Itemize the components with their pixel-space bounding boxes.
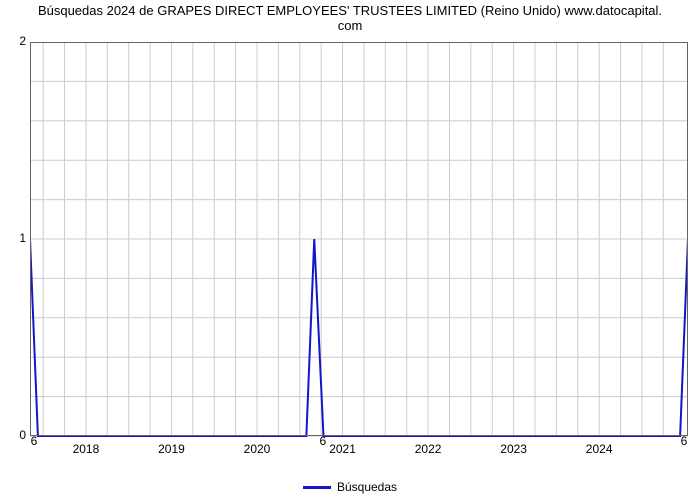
title-line-2: com xyxy=(0,19,700,34)
x-tick-label: 2022 xyxy=(415,442,442,456)
chart-title: Búsquedas 2024 de GRAPES DIRECT EMPLOYEE… xyxy=(0,4,700,34)
legend-label: Búsquedas xyxy=(337,480,397,494)
x-tick-label: 2019 xyxy=(158,442,185,456)
chart-svg xyxy=(30,42,688,452)
y-tick-label: 2 xyxy=(2,34,26,48)
x-tick-label: 2018 xyxy=(73,442,100,456)
plot-area: 0122018201920202021202220232024666 xyxy=(30,42,688,452)
legend-swatch xyxy=(303,486,331,489)
x-tick-label: 2021 xyxy=(329,442,356,456)
x-tick-label: 2023 xyxy=(500,442,527,456)
y-tick-label: 0 xyxy=(2,428,26,442)
baseline-marker: 6 xyxy=(681,434,688,448)
x-tick-label: 2020 xyxy=(244,442,271,456)
legend: Búsquedas xyxy=(0,480,700,494)
x-tick-label: 2024 xyxy=(586,442,613,456)
baseline-marker: 6 xyxy=(319,434,326,448)
y-tick-label: 1 xyxy=(2,231,26,245)
baseline-marker: 6 xyxy=(31,434,38,448)
title-line-1: Búsquedas 2024 de GRAPES DIRECT EMPLOYEE… xyxy=(0,4,700,19)
